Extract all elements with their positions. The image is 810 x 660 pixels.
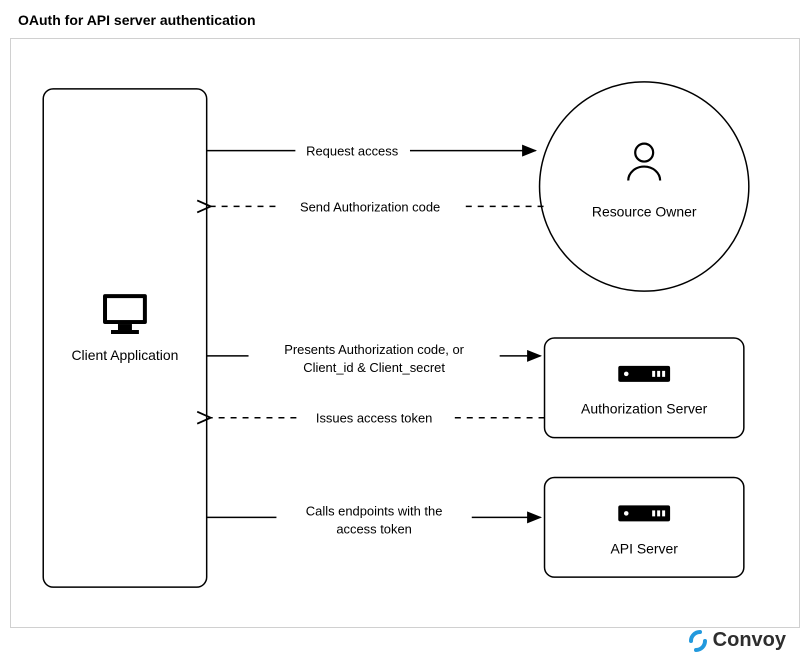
diagram-frame: Client Application Resource Owner Author…	[10, 38, 800, 628]
oauth-diagram: Client Application Resource Owner Author…	[11, 39, 799, 627]
server-icon	[618, 366, 670, 382]
arrow-issues-token: Issues access token	[211, 411, 545, 426]
arrow-label-line1: Calls endpoints with the	[306, 503, 443, 518]
arrow-presents-code: Presents Authorization code, or Client_i…	[207, 342, 541, 375]
arrow-send-auth-code: Send Authorization code	[211, 199, 544, 214]
client-label: Client Application	[71, 347, 178, 363]
resource-owner-node: Resource Owner	[540, 82, 749, 291]
convoy-logo-icon	[687, 630, 709, 652]
arrow-label: Send Authorization code	[300, 199, 440, 214]
arrow-label: Issues access token	[316, 411, 433, 426]
auth-server-label: Authorization Server	[581, 401, 708, 417]
convoy-logo: Convoy	[687, 629, 786, 652]
api-server-label: API Server	[610, 540, 678, 556]
server-icon	[618, 505, 670, 521]
api-server-node: API Server	[545, 478, 744, 578]
arrow-label: Request access	[306, 144, 398, 159]
client-application-node: Client Application	[43, 89, 206, 587]
arrow-request-access: Request access	[207, 144, 536, 159]
arrow-label-line2: Client_id & Client_secret	[303, 360, 445, 375]
arrow-label-line2: access token	[336, 521, 412, 536]
authorization-server-node: Authorization Server	[545, 338, 744, 438]
arrow-calls-endpoints: Calls endpoints with the access token	[207, 503, 541, 536]
convoy-logo-text: Convoy	[713, 629, 786, 652]
page-title: OAuth for API server authentication	[18, 12, 256, 28]
resource-owner-label: Resource Owner	[592, 203, 697, 219]
arrow-label-line1: Presents Authorization code, or	[284, 342, 464, 357]
